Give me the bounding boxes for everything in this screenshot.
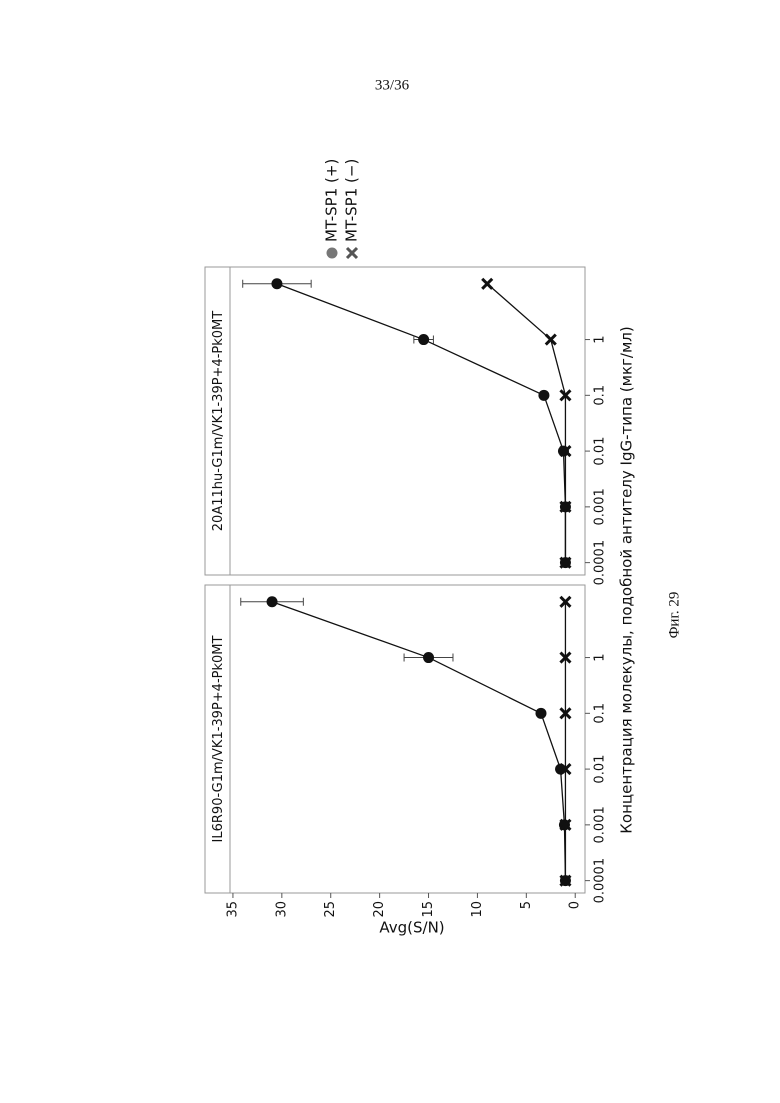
- panel-title: 20A11hu-G1m/VK1-39P+4-Pk0MT: [211, 311, 226, 531]
- y-tick-label: 30: [274, 901, 289, 918]
- marker-circle: [271, 278, 282, 289]
- y-tick-label: 25: [323, 901, 338, 918]
- figure-caption: Фиг. 29: [666, 592, 682, 639]
- marker-circle: [538, 390, 549, 401]
- x-axis-title: Концентрация молекулы, подобной антителу…: [618, 326, 636, 833]
- x-tick-label: 0.1: [593, 385, 608, 406]
- panel-title: IL6R90-G1m/VK1-39P+4-Pk0MT: [211, 635, 226, 842]
- x-tick-label: 0.1: [593, 703, 608, 724]
- x-tick-label: 0.0001: [593, 858, 608, 904]
- legend-label: MT-SP1 (+): [323, 159, 341, 242]
- y-tick-label: 35: [225, 901, 240, 918]
- x-tick-label: 0.0001: [593, 540, 608, 586]
- marker-circle: [418, 334, 429, 345]
- x-tick-label: 0.01: [593, 755, 608, 784]
- y-tick-label: 20: [372, 901, 387, 918]
- marker-circle: [327, 248, 338, 259]
- background: [0, 0, 780, 1103]
- marker-circle: [267, 596, 278, 607]
- page: 33/36 Avg(S/N) Фиг. 29 IL6R90-G1m/VK1-39…: [0, 0, 780, 1103]
- y-tick-label: 10: [470, 901, 485, 918]
- page-canvas: 33/36 Avg(S/N) Фиг. 29 IL6R90-G1m/VK1-39…: [0, 0, 780, 1103]
- x-tick-label: 0.001: [593, 806, 608, 843]
- x-tick-label: 0.01: [593, 437, 608, 466]
- legend-label: MT-SP1 (−): [343, 159, 361, 242]
- marker-circle: [535, 708, 546, 719]
- page-number: 33/36: [375, 77, 410, 93]
- x-tick-label: 1: [593, 653, 608, 661]
- y-tick-label: 15: [421, 901, 436, 918]
- x-tick-label: 0.001: [593, 488, 608, 525]
- marker-circle: [423, 652, 434, 663]
- y-tick-label: 0: [568, 901, 583, 909]
- y-axis-title: Avg(S/N): [379, 919, 444, 937]
- y-tick-label: 5: [519, 901, 534, 909]
- x-tick-label: 1: [593, 335, 608, 343]
